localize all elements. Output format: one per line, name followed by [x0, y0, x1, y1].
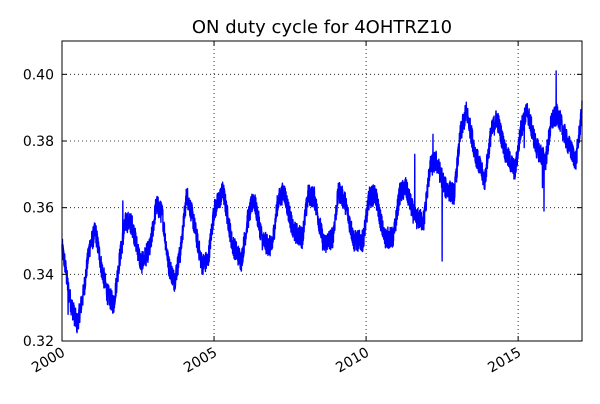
- plot-frame: [61, 40, 583, 342]
- y-tick-label: 0.38: [23, 134, 54, 150]
- y-tick-label: 0.36: [23, 201, 54, 217]
- x-tick-label: 2005: [181, 345, 220, 377]
- chart-title: ON duty cycle for 4OHTRZ10: [192, 17, 452, 38]
- data-series: [61, 70, 583, 334]
- y-tick-label: 0.34: [23, 267, 54, 283]
- x-tick-label: 2010: [333, 345, 372, 377]
- y-tick-label: 0.40: [23, 67, 54, 83]
- y-tick-label: 0.32: [23, 334, 54, 350]
- axis-ticks: [61, 41, 582, 342]
- x-tick-label: 2015: [485, 345, 524, 377]
- series-line: [61, 70, 583, 334]
- plot-area: [62, 41, 582, 341]
